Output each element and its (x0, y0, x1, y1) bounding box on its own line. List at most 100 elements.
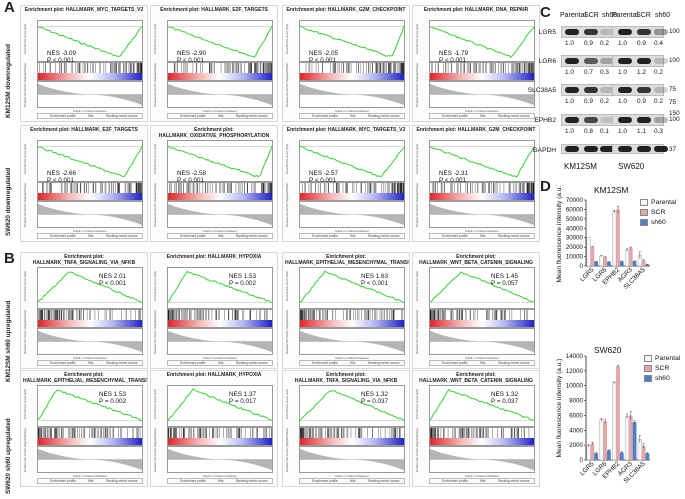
rank-metric-area (430, 448, 534, 471)
bar-parental-lgr6 (599, 419, 604, 461)
rank-xlabel: Rank in Ordered Dataset (335, 356, 369, 360)
y-tick-label: 10000 (566, 254, 584, 261)
wb-ratio-km-lgr6-parental: 1.0 (565, 69, 574, 76)
hit-lines (168, 428, 272, 438)
legend-profile: Enrichment profile (442, 479, 468, 483)
wb-strip-km-slc38a5 (561, 84, 614, 96)
hit-lines (38, 310, 141, 320)
hits-strip (300, 310, 404, 320)
legend-hits: Hits (350, 114, 356, 118)
legend-ranking: Ranking metric scores (368, 114, 400, 118)
chart-legend: Parental SCR sh60 (640, 198, 676, 228)
hits-strip (300, 183, 404, 193)
nes-text: NES 1.53 (99, 391, 126, 398)
hits-strip (300, 428, 404, 438)
gsea-legend: Enrichment profile Hits Ranking metric sco… (429, 113, 535, 119)
rank-ylabel: Ranked list metric (Signal2Noise) (23, 62, 27, 107)
nes-text: NES 1.32 (491, 391, 518, 398)
wb-strip-sw-ephb2 (612, 114, 668, 126)
es-plot (37, 140, 143, 182)
wb-band (584, 146, 598, 152)
es-plot (299, 267, 405, 309)
bar-sh60-ephb2 (619, 261, 624, 266)
hits-strip (38, 428, 142, 438)
rank-ramp (168, 320, 272, 327)
bar-scr-slc38a5 (641, 445, 646, 460)
rank-metric-area (300, 330, 404, 353)
rank-ramp (168, 73, 272, 80)
rank-metric-plot (299, 201, 405, 228)
hits-strip (168, 183, 272, 193)
hits-plot (429, 182, 535, 201)
wb-band (618, 117, 632, 123)
rank-ylabel: Ranked list metric (Signal2Noise) (415, 427, 419, 472)
bar-sh60-agr3 (632, 422, 637, 460)
hits-strip (168, 63, 272, 73)
gsea-title: Enrichment plot: HALLMARK_G2M_CHECKPOINT (286, 7, 406, 13)
gsea-legend: Enrichment profile Hits Ranking metric sco… (167, 478, 273, 484)
es-plot (37, 385, 143, 427)
hit-lines (430, 428, 530, 438)
y-tick-label: 0 (580, 457, 584, 464)
hits-plot (167, 62, 273, 81)
hits-strip (168, 428, 272, 438)
wb-band (600, 146, 614, 152)
wb-band (637, 117, 651, 123)
wb-ratio-sw-lgr5-sh60: 0.4 (654, 40, 663, 47)
chart-title: SW620 (594, 345, 622, 355)
bar-sh60-slc38a5 (645, 264, 650, 266)
wb-ratio-sw-lgr6-sh60: 0.2 (654, 69, 663, 76)
gsea-title: Enrichment plot: HALLMARK_TNFA_SIGNALING… (294, 372, 398, 384)
nes-value: NES 2.01 P < 0.001 (99, 273, 126, 288)
y-tick-label: 6000 (569, 412, 583, 419)
legend-swatch-scr (644, 365, 652, 372)
es-plot (167, 267, 273, 309)
gsea-plot: Enrichment plot: HALLMARK_WNT_BETA_CATEN… (412, 252, 540, 369)
legend-profile: Enrichment profile (442, 234, 468, 238)
gsea-legend: Enrichment profile Hits Ranking metric sco… (299, 233, 405, 239)
legend-hits: Hits (218, 114, 224, 118)
wb-mw-lgr6: 100 (669, 57, 680, 64)
p-value-text: P < 0.001 (47, 57, 75, 65)
rank-xlabel: Rank in Ordered Dataset (203, 474, 237, 478)
es-curve (168, 145, 272, 178)
gsea-title: Enrichment plot: HALLMARK_EPITHELIAL_MES… (23, 372, 148, 384)
wb-band (565, 58, 579, 64)
legend-profile: Enrichment profile (180, 234, 206, 238)
wb-strip-sw-slc38a5 (612, 84, 668, 96)
wb-label-lgr5: LGR5 (538, 29, 556, 36)
p-value-text: P = 0.002 (229, 280, 257, 288)
wb-strip-sw-gapdh (612, 144, 668, 154)
legend-ranking: Ranking metric scores (106, 361, 138, 365)
wb-band (600, 117, 614, 123)
es-ylabel: Enrichment score (ES) (415, 23, 419, 54)
hit-lines (300, 310, 403, 320)
y-tick-label: 4000 (569, 427, 583, 434)
es-plot (429, 267, 535, 309)
legend-item-sh60: sh60 (644, 374, 680, 384)
wb-ratio-km-slc38a5-sh60: 0.2 (600, 98, 609, 105)
wb-sample-sw-parental: Parental (612, 12, 639, 19)
legend-ranking: Ranking metric scores (106, 234, 138, 238)
legend-hits: Hits (88, 361, 94, 365)
hit-lines (38, 428, 141, 438)
rank-metric-plot (429, 201, 535, 228)
gsea-plot: Enrichment plot: HALLMARK_MYC_TARGETS_V2… (282, 125, 410, 242)
bar-scr-ephb2 (616, 366, 620, 460)
legend-profile: Enrichment profile (50, 479, 76, 483)
wb-strip-km-lgr5 (561, 26, 614, 38)
p-value-text: P < 0.001 (309, 57, 337, 65)
legend-hits: Hits (480, 479, 486, 483)
wb-label-lgr6: LGR6 (538, 58, 556, 65)
legend-label-scr: SCR (655, 365, 670, 372)
legend-profile: Enrichment profile (180, 361, 206, 365)
wb-sample-km-sh60: sh60 (602, 12, 618, 19)
bar-parental-agr3 (624, 415, 630, 461)
bar-parental-lgr6 (599, 255, 604, 267)
legend-label-parental: Parental (651, 199, 677, 206)
legend-ranking: Ranking metric scores (236, 234, 268, 238)
rank-ramp (168, 193, 272, 200)
wb-ratio-km-ephb2-sh60: 0.1 (600, 128, 609, 135)
nes-value: NES -2.57 P < 0.001 (309, 170, 338, 185)
